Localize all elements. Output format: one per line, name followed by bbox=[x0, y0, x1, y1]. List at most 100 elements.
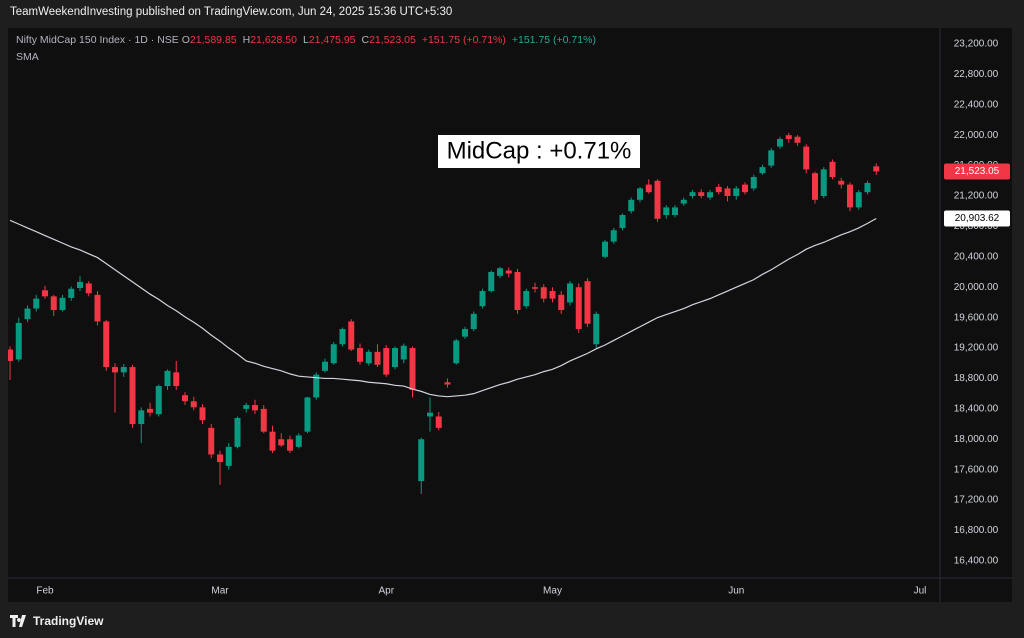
x-tick-label: Mar bbox=[211, 586, 229, 597]
candle-body bbox=[155, 386, 162, 415]
y-tick-label: 20,000.00 bbox=[954, 282, 999, 293]
candle-body bbox=[593, 313, 600, 345]
x-tick-label: Jun bbox=[728, 586, 744, 597]
candle-body bbox=[838, 180, 845, 185]
ohlc-key: L bbox=[302, 34, 309, 46]
candle-body bbox=[777, 138, 783, 147]
candle-body bbox=[672, 207, 678, 216]
candle-body bbox=[225, 446, 232, 466]
candle-body bbox=[129, 367, 136, 425]
candle-body bbox=[339, 329, 346, 345]
candle-body bbox=[278, 439, 285, 446]
candle-body bbox=[444, 382, 451, 385]
y-tick-label: 22,000.00 bbox=[954, 130, 999, 141]
x-tick-label: Feb bbox=[36, 586, 54, 597]
last-price-label: 21,523.05 bbox=[955, 166, 1000, 177]
candle-body bbox=[733, 188, 740, 197]
candle-body bbox=[322, 361, 328, 371]
candle-body bbox=[558, 294, 565, 311]
publish-header: TeamWeekendInvesting published on Tradin… bbox=[10, 6, 453, 18]
y-tick-label: 16,800.00 bbox=[954, 525, 999, 536]
candle-body bbox=[260, 408, 267, 432]
candle-body bbox=[330, 344, 337, 364]
x-tick-label: Jul bbox=[914, 586, 927, 597]
candle-body bbox=[208, 427, 215, 455]
candle-body bbox=[820, 169, 827, 197]
candle-body bbox=[304, 397, 311, 432]
legend: Nifty MidCap 150 Index · 1D · NSE O21,58… bbox=[16, 34, 596, 46]
y-tick-label: 18,000.00 bbox=[954, 434, 999, 445]
x-tick-label: May bbox=[543, 586, 562, 597]
candle-body bbox=[750, 176, 757, 189]
plot-area bbox=[8, 132, 880, 494]
candle-body bbox=[42, 290, 48, 297]
indicator-label: SMA bbox=[16, 51, 39, 63]
x-tick-label: Apr bbox=[378, 586, 394, 597]
candle-body bbox=[409, 348, 416, 390]
brand: TradingView bbox=[33, 614, 104, 628]
candle-body bbox=[33, 298, 40, 309]
y-tick-label: 23,200.00 bbox=[954, 39, 999, 50]
candle-body bbox=[628, 199, 635, 212]
y-tick-label: 16,400.00 bbox=[954, 556, 999, 567]
candle-body bbox=[803, 146, 810, 170]
candle-body bbox=[295, 435, 302, 447]
y-tick-label: 20,800.00 bbox=[954, 221, 999, 232]
candle-body bbox=[173, 372, 180, 387]
candle-body bbox=[427, 412, 433, 417]
candle-body bbox=[400, 345, 407, 360]
candle-body bbox=[768, 150, 775, 166]
ohlc-value: 21,628.50 bbox=[250, 34, 297, 46]
candle-body bbox=[94, 294, 101, 322]
change: +151.75 (+0.71%) bbox=[511, 34, 596, 46]
candle-body bbox=[488, 272, 495, 292]
candle-body bbox=[514, 272, 521, 311]
candle-body bbox=[252, 405, 258, 411]
candle-body bbox=[505, 270, 512, 274]
y-tick-label: 20,400.00 bbox=[954, 251, 999, 262]
candle-body bbox=[689, 192, 696, 197]
candle-body bbox=[567, 283, 573, 303]
candle-body bbox=[707, 192, 713, 198]
candle-body bbox=[217, 454, 223, 463]
candle-body bbox=[497, 268, 503, 276]
candle-body bbox=[365, 351, 372, 364]
candle-body bbox=[470, 313, 477, 330]
candle-body bbox=[24, 308, 31, 320]
candle-body bbox=[847, 184, 853, 208]
last-price-tag bbox=[944, 163, 1010, 180]
sma-line bbox=[9, 218, 877, 398]
symbol: Nifty MidCap 150 Index · 1D · NSE bbox=[16, 34, 179, 46]
candle-body bbox=[645, 184, 652, 193]
y-tick-label: 21,200.00 bbox=[954, 191, 999, 202]
ohlc-value: 21,523.05 bbox=[369, 34, 416, 46]
candle-body bbox=[873, 166, 880, 172]
candle-body bbox=[864, 182, 871, 193]
candle-body bbox=[164, 370, 171, 387]
candle-body bbox=[523, 291, 530, 307]
candle-body bbox=[435, 416, 442, 428]
candle-body bbox=[654, 180, 661, 219]
candle-body bbox=[619, 215, 626, 228]
candle-body bbox=[742, 184, 748, 193]
annotation-box bbox=[438, 135, 640, 168]
candle-body bbox=[663, 207, 670, 216]
candle-body bbox=[269, 431, 276, 451]
candle-body bbox=[759, 167, 766, 174]
candle-body bbox=[190, 401, 197, 408]
candle-body bbox=[794, 136, 801, 143]
candle-body bbox=[138, 410, 145, 425]
candle-body bbox=[602, 241, 608, 257]
sma-price-tag bbox=[944, 210, 1010, 227]
candle-body bbox=[715, 186, 722, 193]
y-tick-label: 22,400.00 bbox=[954, 99, 999, 110]
y-tick-label: 19,600.00 bbox=[954, 312, 999, 323]
candle-body bbox=[59, 297, 66, 311]
candle-body bbox=[112, 367, 118, 373]
candle-body bbox=[199, 407, 206, 421]
candle-body bbox=[584, 281, 591, 324]
candle-body bbox=[234, 417, 241, 447]
candle-body bbox=[855, 192, 862, 208]
ohlc-key: O bbox=[181, 34, 190, 46]
